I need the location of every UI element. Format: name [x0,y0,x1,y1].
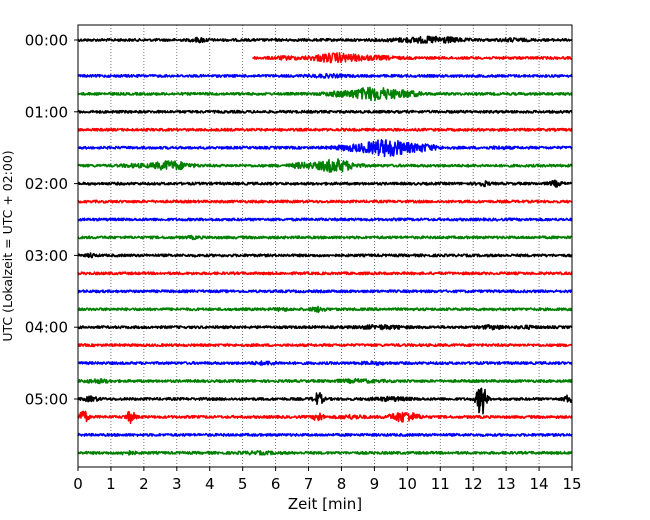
seismogram-traces [77,35,573,456]
x-tick-label-10: 10 [398,475,417,493]
y-tick-label-1: 01:00 [25,103,68,121]
trace-03:45 [77,305,573,314]
x-tick-label-4: 4 [205,475,215,493]
x-tick-label-11: 11 [431,475,450,493]
trace-04:30 [77,360,573,366]
x-tick-label-2: 2 [139,475,149,493]
trace-05:15 [77,410,573,425]
trace-02:15 [77,199,573,204]
trace-03:30 [77,289,573,294]
trace-00:45 [77,86,573,102]
x-tick-label-15: 15 [562,475,581,493]
trace-01:45 [77,158,573,173]
x-tick-label-0: 0 [73,475,83,493]
y-tick-label-4: 04:00 [25,319,68,337]
trace-04:15 [77,343,573,348]
trace-03:00 [77,252,573,259]
x-axis-label: Zeit [min] [288,495,362,513]
trace-02:00 [77,179,573,188]
x-tick-label-7: 7 [304,475,314,493]
trace-01:15 [77,127,573,132]
trace-01:00 [77,109,573,114]
trace-04:45 [77,378,573,385]
trace-05:00 [77,387,573,415]
y-tick-label-2: 02:00 [25,175,68,193]
trace-04:00 [77,324,573,331]
x-tick-label-3: 3 [172,475,182,493]
trace-00:30 [77,72,573,79]
trace-00:15 [251,52,572,64]
x-tick-label-12: 12 [464,475,483,493]
x-axis-ticks: 0 1 2 3 4 5 6 7 8 9 10 11 12 13 14 15 [73,467,582,493]
x-tick-label-6: 6 [271,475,281,493]
y-tick-label-3: 03:00 [25,247,68,265]
trace-05:45 [77,450,573,456]
x-tick-label-1: 1 [106,475,116,493]
trace-02:30 [77,217,573,222]
x-tick-label-8: 8 [337,475,347,493]
x-tick-label-9: 9 [370,475,380,493]
trace-03:15 [77,271,573,276]
y-axis-label: UTC (Lokalzeit = UTC + 02:00) [0,150,15,341]
y-tick-label-0: 00:00 [25,32,68,50]
plot-area-frame [77,24,573,468]
x-tick-label-14: 14 [530,475,549,493]
trace-01:30 [77,138,573,158]
y-tick-label-5: 05:00 [25,391,68,409]
x-tick-label-5: 5 [238,475,248,493]
trace-00:00 [77,35,573,45]
x-tick-label-13: 13 [497,475,516,493]
trace-05:30 [77,432,573,437]
y-axis-ticks: 00:00 01:00 02:00 03:00 04:00 05:00 [25,32,78,409]
trace-02:45 [77,234,573,241]
